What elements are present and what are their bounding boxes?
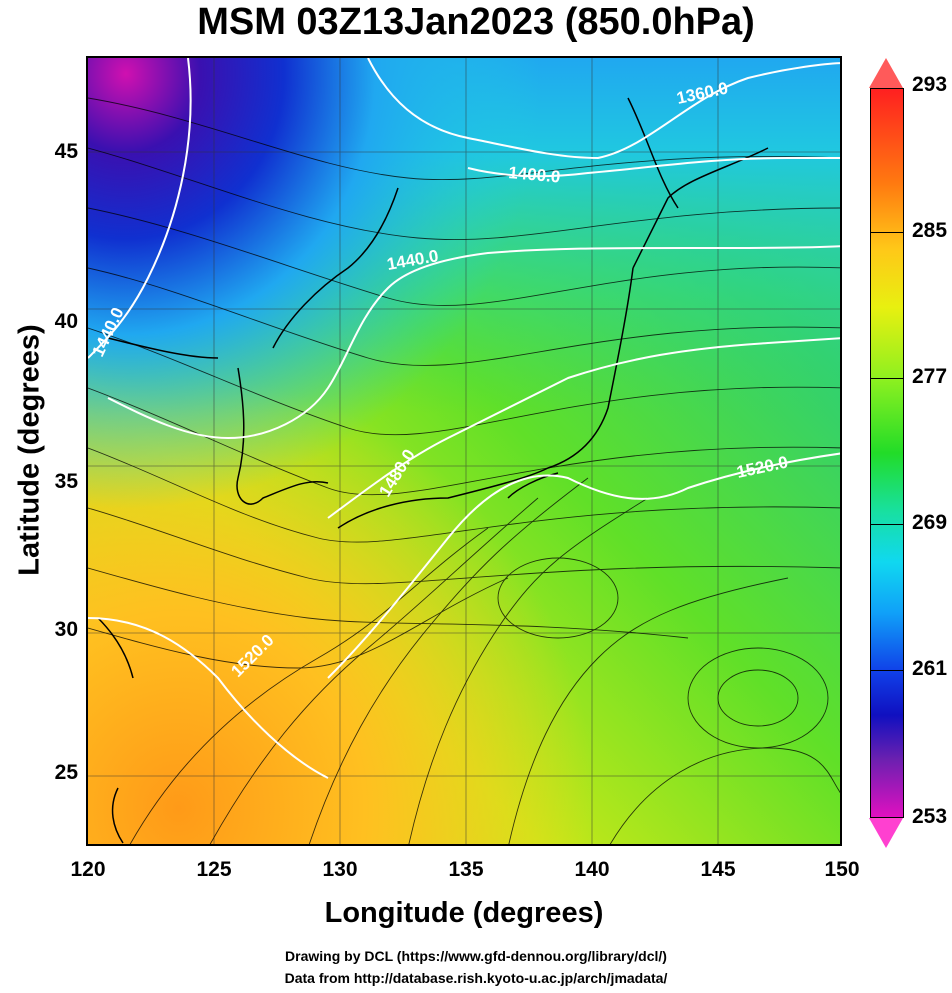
colorbar-min-arrow <box>869 818 903 848</box>
colorbar-tick-label: 277 <box>912 365 948 388</box>
contour-1400 <box>88 58 840 359</box>
x-tick-label: 130 <box>322 858 358 881</box>
contour-1520 <box>88 452 840 779</box>
x-tick-label: 140 <box>574 858 610 881</box>
colorbar-tick-label: 293 <box>912 73 948 96</box>
x-tick-label: 120 <box>70 858 106 881</box>
grid-lines <box>88 58 840 844</box>
map-canvas: 1360.0 1400.0 1440.0 1480.0 1520.0 1520.… <box>88 58 840 844</box>
y-tick-label: 40 <box>54 310 78 333</box>
colorbar-tick-label: 261 <box>912 657 948 680</box>
x-tick-label: 125 <box>196 858 232 881</box>
x-tick-label: 135 <box>448 858 484 881</box>
y-tick-label: 30 <box>54 618 78 641</box>
y-tick-label: 25 <box>54 761 78 784</box>
y-tick-label: 35 <box>54 470 78 493</box>
chart-title: MSM 03Z13Jan2023 (850.0hPa) <box>197 1 755 43</box>
contour-1360 <box>367 58 840 160</box>
contour-label-1400: 1400.0 <box>508 163 561 186</box>
colorbar-tick-label: 253 <box>912 805 948 828</box>
height-contours <box>88 58 840 779</box>
x-tick-label: 145 <box>700 858 736 881</box>
contour-1480 <box>327 337 840 519</box>
credit-data: Data from http://database.rish.kyoto-u.a… <box>284 970 668 986</box>
colorbar-tick-label: 269 <box>912 511 948 534</box>
colorbar-tick-label: 285 <box>912 219 948 242</box>
wind-streamlines <box>88 97 840 844</box>
y-axis-label: Latitude (degrees) <box>13 324 46 576</box>
map-panel: 1360.0 1400.0 1440.0 1480.0 1520.0 1520.… <box>86 56 842 846</box>
credit-drawing: Drawing by DCL (https://www.gfd-dennou.o… <box>285 948 667 964</box>
y-tick-label: 45 <box>54 140 78 163</box>
colorbar <box>870 88 904 818</box>
coastlines <box>97 97 769 844</box>
x-tick-label: 150 <box>824 858 860 881</box>
contour-1440 <box>107 245 840 440</box>
colorbar-max-arrow <box>869 58 903 88</box>
x-axis-label: Longitude (degrees) <box>324 897 604 929</box>
